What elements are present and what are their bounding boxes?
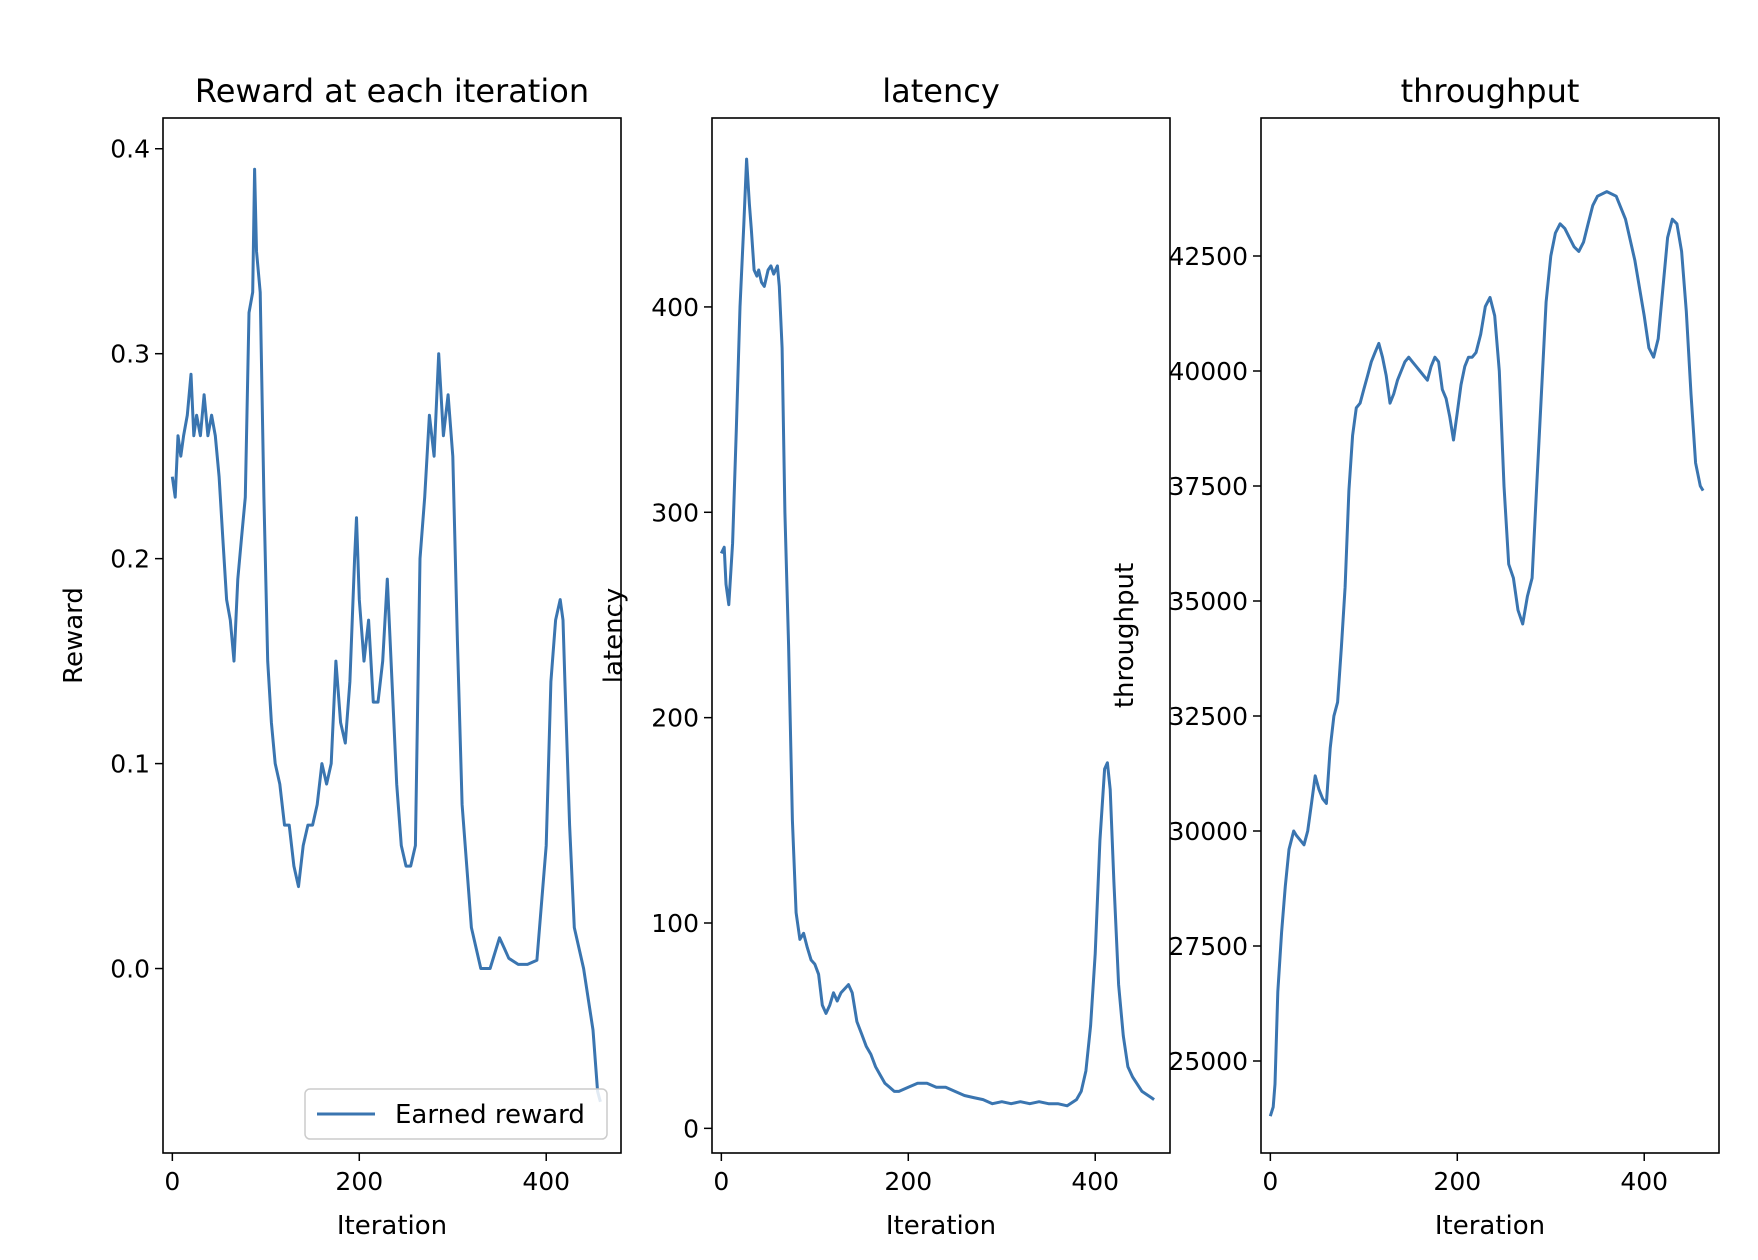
axes-frame — [711, 117, 1171, 1154]
subplot-throughput: throughput 0 200 400 25000 27500 30000 32500 350… — [1110, 72, 1720, 1241]
y-tick-label: 0.0 — [110, 955, 150, 984]
x-axis-label: Iteration — [886, 1211, 996, 1241]
x-tick-label: 400 — [1071, 1167, 1119, 1196]
axes-frame — [1260, 117, 1720, 1154]
legend: Earned reward — [304, 1088, 608, 1140]
y-tick-label: 0.4 — [110, 135, 150, 164]
y-axis-label: throughput — [1110, 563, 1140, 708]
axes-frame — [162, 117, 622, 1154]
chart-title: throughput — [1401, 72, 1580, 110]
y-tick-label: 40000 — [1168, 357, 1248, 386]
y-tick-label: 30000 — [1168, 817, 1248, 846]
series-line-latency — [719, 157, 1155, 1108]
y-tick-label: 100 — [651, 909, 699, 938]
series-line-throughput — [1268, 190, 1705, 1117]
y-tick-label: 0 — [683, 1114, 699, 1143]
y-tick-label: 0.3 — [110, 340, 150, 369]
chart-title: Reward at each iteration — [195, 72, 589, 110]
y-tick-label: 42500 — [1168, 242, 1248, 271]
x-tick-label: 200 — [335, 1167, 383, 1196]
y-tick-label: 400 — [651, 293, 699, 322]
y-tick-label: 37500 — [1168, 472, 1248, 501]
series-line-earned-reward — [170, 167, 602, 1103]
y-tick-label: 300 — [651, 498, 699, 527]
x-tick-label: 0 — [1262, 1167, 1278, 1196]
x-tick-label: 400 — [1620, 1167, 1668, 1196]
legend-box — [304, 1088, 608, 1140]
x-axis-label: Iteration — [337, 1211, 447, 1241]
y-tick-label: 32500 — [1168, 702, 1248, 731]
y-tick-label: 200 — [651, 704, 699, 733]
y-axis-label: Reward — [59, 587, 89, 684]
chart-title: latency — [882, 72, 1000, 110]
x-axis-label: Iteration — [1435, 1211, 1545, 1241]
x-tick-label: 200 — [884, 1167, 932, 1196]
y-tick-label: 35000 — [1168, 587, 1248, 616]
x-tick-label: 200 — [1433, 1167, 1481, 1196]
y-tick-label: 25000 — [1168, 1047, 1248, 1076]
y-tick-label: 0.1 — [110, 750, 150, 779]
y-tick-label: 0.2 — [110, 545, 150, 574]
y-axis-label: latency — [599, 588, 629, 684]
y-tick-label: 27500 — [1168, 932, 1248, 961]
legend-entry-label: Earned reward — [395, 1100, 585, 1130]
x-tick-label: 0 — [713, 1167, 729, 1196]
subplot-reward-at-each-iteration: Reward at each iteration 0 200 400 0.0 0.1 0.2… — [59, 72, 622, 1241]
x-tick-label: 0 — [164, 1167, 180, 1196]
x-tick-label: 400 — [522, 1167, 570, 1196]
subplot-latency: latency 0 200 400 0 100 200 300 400 Iteration late… — [599, 72, 1171, 1241]
